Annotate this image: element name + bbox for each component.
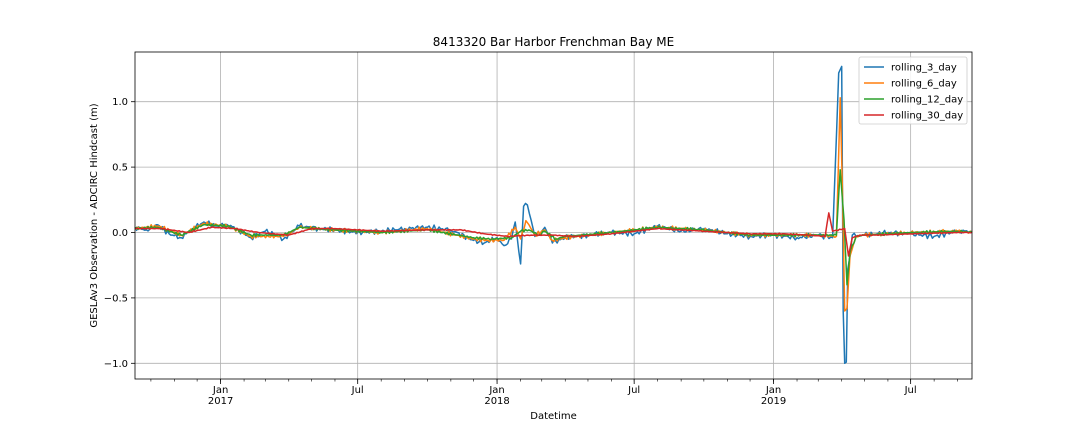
y-axis-label: GESLAv3 Observation - ADCIRC Hindcast (m… — [89, 103, 100, 327]
legend-label: rolling_3_day — [891, 63, 957, 74]
legend-label: rolling_30_day — [891, 111, 963, 122]
x-tick-label: Jul — [904, 385, 917, 396]
plot-frame — [134, 51, 973, 380]
y-tick-label: 0.0 — [112, 228, 128, 239]
y-tick-label: 1.0 — [112, 97, 128, 108]
legend: rolling_3_day rolling_6_day rolling_12_day… — [858, 56, 968, 125]
x-tick-label: Jul — [351, 385, 364, 396]
series-line-rolling-30-day — [134, 212, 973, 257]
x-tick-label: Jul — [627, 385, 640, 396]
x-tick-label: Jan — [488, 385, 504, 396]
x-tick-year-label: 2019 — [761, 396, 786, 407]
x-axis-label: Datetime — [530, 411, 577, 422]
y-tick-label: 0.5 — [112, 163, 128, 174]
x-tick-year-label: 2018 — [484, 396, 509, 407]
legend-label: rolling_12_day — [891, 95, 963, 106]
x-tick-label: Jan — [212, 385, 228, 396]
x-tick-year-label: 2017 — [208, 396, 233, 407]
legend-label: rolling_6_day — [891, 79, 957, 90]
x-tick-label: Jan — [765, 385, 781, 396]
y-tick-label: −1.0 — [104, 359, 128, 370]
grid — [135, 52, 972, 379]
legend-box — [858, 56, 968, 125]
y-tick-label: −0.5 — [104, 293, 128, 304]
chart-title: 8413320 Bar Harbor Frenchman Bay ME — [433, 35, 674, 49]
series-lines — [134, 65, 973, 365]
series-line-rolling-12-day — [134, 168, 973, 286]
